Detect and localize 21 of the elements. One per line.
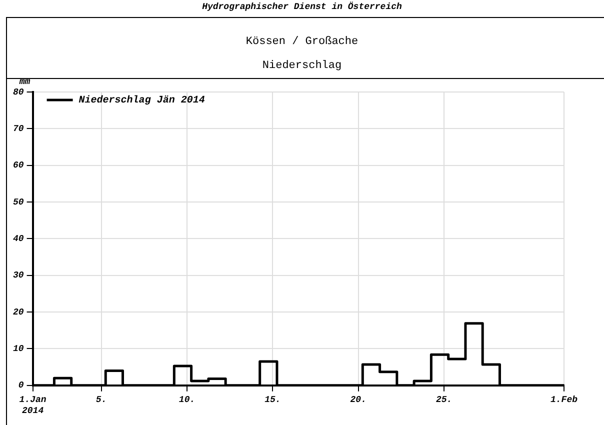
- chart-title: Kössen / Großache: [244, 36, 360, 48]
- y-tick-label: 10: [12, 344, 24, 354]
- x-tick-label: 15.: [264, 395, 281, 406]
- y-tick-label: 60: [12, 160, 24, 171]
- y-tick-label: 20: [12, 307, 24, 318]
- y-tick-label: 50: [12, 197, 24, 208]
- text: Hydrographischer Dienst in Österreich: [201, 2, 403, 12]
- x-tick-label: 1.Jan 2014: [19, 395, 47, 416]
- y-tick-label: 30: [12, 270, 24, 281]
- y-axis-title: mm: [18, 76, 31, 87]
- x-tick-label: 1.Feb: [550, 395, 578, 406]
- y-tick-label: 40: [12, 234, 24, 244]
- legend-label: Niederschlag Jän 2014: [78, 94, 205, 107]
- x-tick-label: 25.: [436, 395, 452, 406]
- x-tick-label: 20.: [350, 395, 366, 406]
- y-tick-label: 80: [12, 87, 24, 98]
- x-tick-label: 10.: [178, 395, 196, 406]
- x-tick-label: 5.: [96, 395, 107, 406]
- y-tick-label: 70: [12, 124, 24, 134]
- chart-subtitle: Niederschlag: [261, 60, 343, 72]
- y-tick-label: 0: [18, 380, 24, 391]
